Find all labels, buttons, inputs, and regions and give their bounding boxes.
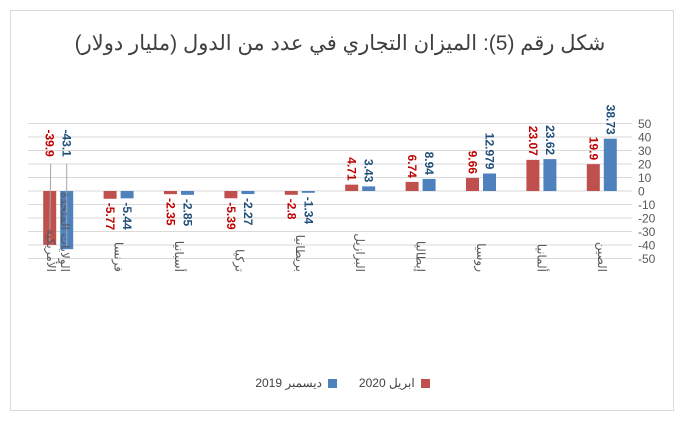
bar <box>466 177 479 191</box>
category-label: فرنسا <box>111 242 126 272</box>
data-label: -5.39 <box>224 202 238 230</box>
chart-frame <box>10 10 674 411</box>
bar <box>241 191 255 195</box>
y-tick-label: 0 <box>638 185 645 199</box>
legend-label: ابريل 2020 <box>358 376 415 390</box>
data-label: -2.85 <box>181 199 195 227</box>
data-label: 19.9 <box>586 137 600 161</box>
category-label: البرازيل <box>352 233 367 272</box>
y-tick-label: 30 <box>638 144 652 158</box>
data-label: -5.44 <box>120 202 134 230</box>
bar <box>120 191 134 199</box>
bar <box>483 173 496 191</box>
bar <box>422 178 436 191</box>
legend-item-dec-2019: ديسمبر 2019 <box>255 376 337 390</box>
data-label: 3.43 <box>362 159 376 183</box>
y-tick-label: -50 <box>638 252 656 266</box>
legend: ديسمبر 2019 ابريل 2020 <box>0 376 685 390</box>
y-tick-label: -10 <box>638 198 656 212</box>
category-label: إيطاليا <box>414 241 428 272</box>
data-label: -5.77 <box>103 203 117 231</box>
category-label: أسبانيا <box>172 241 187 272</box>
category-label: بريطانيا <box>292 235 307 272</box>
bar <box>164 191 177 195</box>
category-label: الولايات المتحدة <box>57 192 72 272</box>
bar <box>543 159 557 191</box>
y-tick-label: -40 <box>638 239 656 253</box>
bar <box>284 191 298 195</box>
y-tick-label: -30 <box>638 225 656 239</box>
y-tick-label: 50 <box>638 117 652 131</box>
data-label: 4.71 <box>345 157 359 181</box>
data-label: -43.1 <box>60 130 74 158</box>
data-label: -2.35 <box>164 198 178 226</box>
legend-item-apr-2020: ابريل 2020 <box>359 376 430 390</box>
legend-swatch <box>420 378 430 388</box>
y-tick-label: 20 <box>638 158 652 172</box>
bar <box>405 181 419 191</box>
data-label: 38.73 <box>603 105 617 135</box>
data-label: -1.34 <box>301 197 315 225</box>
y-tick-label: 10 <box>638 171 652 185</box>
bar <box>603 138 617 191</box>
chart-title: شكل رقم (5): الميزان التجاري في عدد من ا… <box>74 32 606 55</box>
y-tick-label: 40 <box>638 131 652 145</box>
data-label: 23.07 <box>526 126 540 156</box>
category-label: تركيا <box>231 249 246 272</box>
data-label: -2.8 <box>284 199 298 220</box>
category-label: روسيا <box>473 243 488 272</box>
data-label: 6.74 <box>405 155 419 179</box>
category-label: ألمانيا <box>534 244 549 272</box>
bar <box>345 184 359 191</box>
category-label: الأمريكية <box>43 229 59 272</box>
bar <box>586 164 600 191</box>
bar <box>224 191 238 199</box>
bar <box>362 186 376 191</box>
bar <box>103 191 117 199</box>
data-label: 9.66 <box>466 151 480 175</box>
legend-label: ديسمبر 2019 <box>255 376 322 390</box>
data-label: -2.27 <box>241 198 255 226</box>
y-tick-label: -20 <box>638 212 656 226</box>
data-label: -39.9 <box>43 130 57 158</box>
bar <box>181 191 194 195</box>
bar <box>301 191 315 193</box>
data-label: 12.979 <box>483 133 497 170</box>
data-label: 8.94 <box>422 152 436 176</box>
leader-line <box>49 163 52 243</box>
category-label: الصين <box>594 242 609 272</box>
bar <box>526 159 540 191</box>
legend-swatch <box>327 378 337 388</box>
data-label: 23.62 <box>543 125 557 155</box>
